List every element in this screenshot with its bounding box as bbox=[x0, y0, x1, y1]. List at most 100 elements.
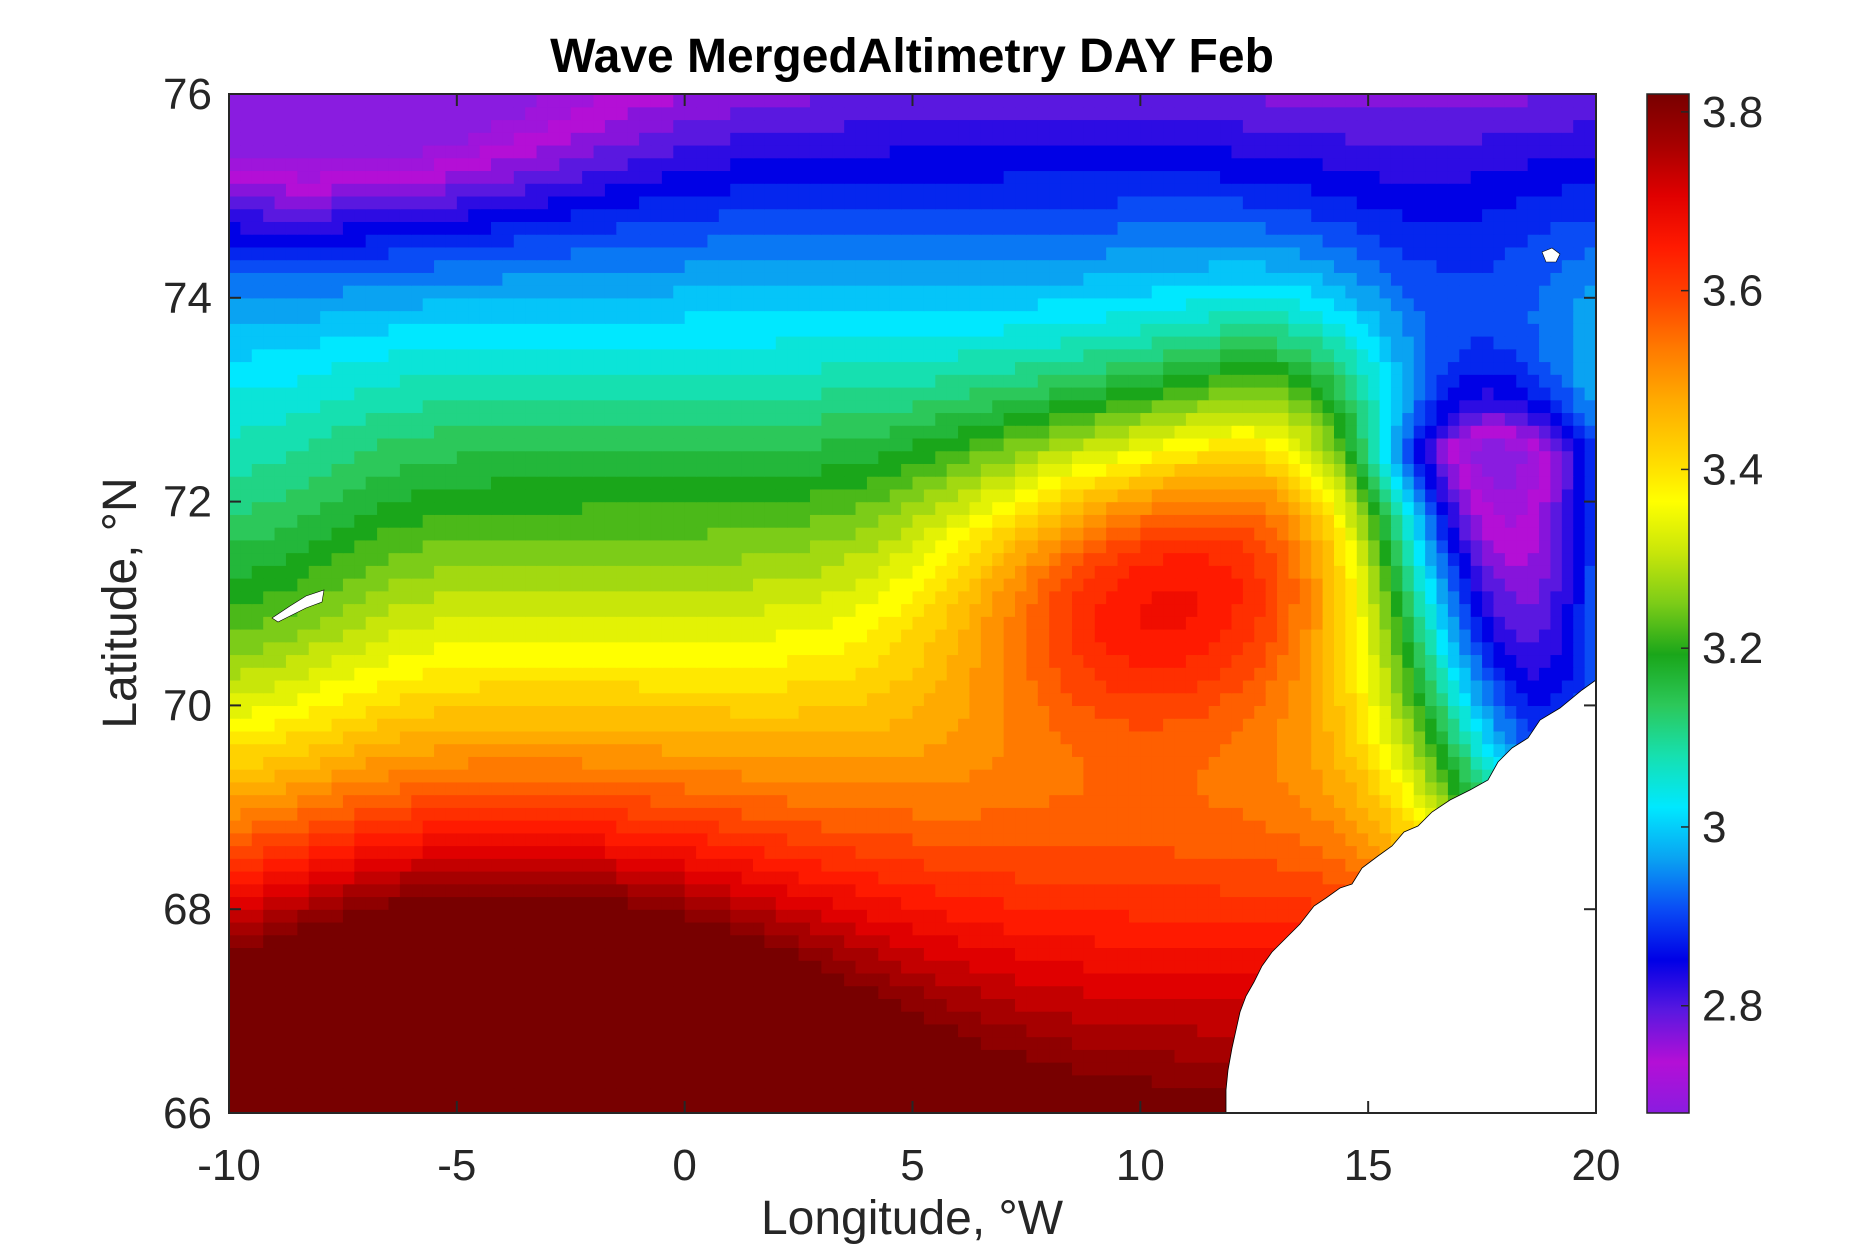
field-cell bbox=[456, 1049, 469, 1063]
field-cell bbox=[912, 1049, 925, 1063]
field-cell bbox=[935, 705, 948, 719]
field-cell bbox=[866, 832, 879, 847]
field-cell bbox=[616, 883, 629, 898]
field-cell bbox=[753, 807, 766, 821]
field-cell bbox=[354, 590, 367, 605]
field-cell bbox=[331, 794, 344, 808]
field-cell bbox=[263, 578, 276, 592]
field-cell bbox=[1299, 820, 1312, 834]
field-cell bbox=[1322, 730, 1335, 745]
field-cell bbox=[251, 1087, 264, 1101]
field-cell bbox=[513, 692, 526, 706]
field-cell bbox=[1094, 1036, 1107, 1050]
field-cell bbox=[251, 628, 264, 643]
field-cell bbox=[1083, 1011, 1096, 1025]
field-cell bbox=[1049, 781, 1062, 796]
field-cell bbox=[388, 1049, 401, 1063]
field-cell bbox=[240, 730, 253, 745]
field-cell bbox=[263, 590, 276, 605]
field-cell bbox=[718, 947, 731, 961]
field-cell bbox=[422, 1100, 435, 1113]
field-cell bbox=[468, 870, 481, 885]
field-cell bbox=[559, 1074, 572, 1089]
field-cell bbox=[1015, 692, 1028, 706]
field-cell bbox=[798, 870, 811, 885]
field-cell bbox=[1128, 628, 1141, 643]
field-cell bbox=[673, 985, 686, 999]
field-cell bbox=[1265, 743, 1278, 757]
field-cell bbox=[285, 1036, 298, 1050]
field-cell bbox=[274, 616, 287, 630]
field-cell bbox=[1106, 603, 1119, 617]
field-cell bbox=[547, 641, 560, 656]
field-cell bbox=[582, 718, 595, 732]
field-cell bbox=[1231, 679, 1244, 694]
field-cell bbox=[809, 616, 822, 630]
field-cell bbox=[1504, 718, 1517, 732]
field-cell bbox=[1037, 1011, 1050, 1025]
field-cell bbox=[684, 730, 697, 745]
field-cell bbox=[730, 628, 743, 643]
field-cell bbox=[673, 743, 686, 757]
field-cell bbox=[980, 654, 993, 668]
field-cell bbox=[274, 934, 287, 949]
field-cell bbox=[627, 845, 640, 859]
field-cell bbox=[1015, 590, 1028, 605]
field-cell bbox=[923, 807, 936, 821]
field-cell bbox=[559, 960, 572, 974]
field-cell bbox=[547, 679, 560, 694]
field-cell bbox=[285, 1023, 298, 1038]
field-cell bbox=[354, 1087, 367, 1101]
field-cell bbox=[1083, 1049, 1096, 1063]
field-cell bbox=[1015, 909, 1028, 923]
field-cell bbox=[1277, 832, 1290, 847]
field-cell bbox=[718, 998, 731, 1012]
field-cell bbox=[912, 883, 925, 898]
field-cell bbox=[285, 756, 298, 770]
field-cell bbox=[593, 921, 606, 936]
field-cell bbox=[1037, 883, 1050, 898]
field-cell bbox=[1242, 972, 1255, 987]
field-cell bbox=[1277, 820, 1290, 834]
field-cell bbox=[878, 1036, 891, 1050]
field-cell bbox=[650, 705, 663, 719]
field-cell bbox=[525, 960, 538, 974]
field-cell bbox=[274, 807, 287, 821]
field-cell bbox=[285, 679, 298, 694]
field-cell bbox=[992, 654, 1005, 668]
field-cell bbox=[627, 960, 640, 974]
field-cell bbox=[639, 1074, 652, 1089]
field-cell bbox=[832, 756, 845, 770]
field-cell bbox=[1242, 590, 1255, 605]
field-cell bbox=[1174, 870, 1187, 885]
field-cell bbox=[741, 1062, 754, 1076]
field-cell bbox=[958, 960, 971, 974]
field-cell bbox=[308, 896, 321, 910]
field-cell bbox=[513, 972, 526, 987]
field-cell bbox=[1015, 705, 1028, 719]
field-cell bbox=[1333, 794, 1346, 808]
field-cell bbox=[901, 578, 914, 592]
field-cell bbox=[263, 870, 276, 885]
field-cell bbox=[753, 1074, 766, 1089]
field-cell bbox=[1163, 934, 1176, 949]
field-cell bbox=[331, 692, 344, 706]
field-cell bbox=[775, 1049, 788, 1063]
field-cell bbox=[696, 578, 709, 592]
field-cell bbox=[479, 1074, 492, 1089]
field-cell bbox=[525, 832, 538, 847]
field-cell bbox=[639, 692, 652, 706]
field-cell bbox=[1140, 603, 1153, 617]
field-cell bbox=[1220, 628, 1233, 643]
field-cell bbox=[285, 769, 298, 783]
field-cell bbox=[263, 960, 276, 974]
field-cell bbox=[1174, 769, 1187, 783]
field-cell bbox=[661, 743, 674, 757]
field-cell bbox=[980, 578, 993, 592]
field-cell bbox=[935, 1036, 948, 1050]
field-cell bbox=[1060, 679, 1073, 694]
field-cell bbox=[297, 832, 310, 847]
field-cell bbox=[1163, 781, 1176, 796]
field-cell bbox=[354, 909, 367, 923]
field-cell bbox=[627, 616, 640, 630]
